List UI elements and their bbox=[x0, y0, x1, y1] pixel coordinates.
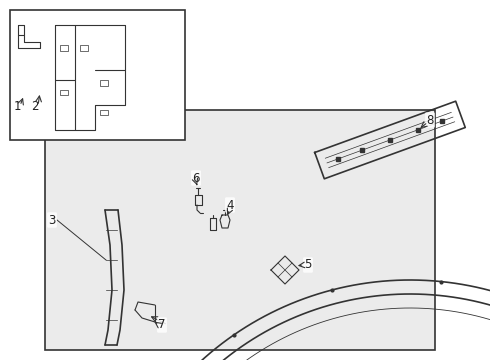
Bar bbox=[45, 110, 435, 350]
Bar bbox=[100, 110, 108, 115]
Text: 6: 6 bbox=[192, 171, 200, 185]
Bar bbox=[10, 10, 185, 140]
Text: 2: 2 bbox=[31, 99, 39, 113]
Bar bbox=[60, 90, 68, 95]
Bar bbox=[100, 80, 108, 86]
Text: 1: 1 bbox=[13, 99, 21, 113]
Text: 7: 7 bbox=[158, 319, 166, 332]
Text: 3: 3 bbox=[49, 213, 56, 226]
Text: 5: 5 bbox=[304, 258, 312, 271]
Text: 8: 8 bbox=[426, 113, 434, 126]
Bar bbox=[60, 45, 68, 51]
Bar bbox=[80, 45, 88, 51]
Text: 4: 4 bbox=[226, 198, 234, 212]
